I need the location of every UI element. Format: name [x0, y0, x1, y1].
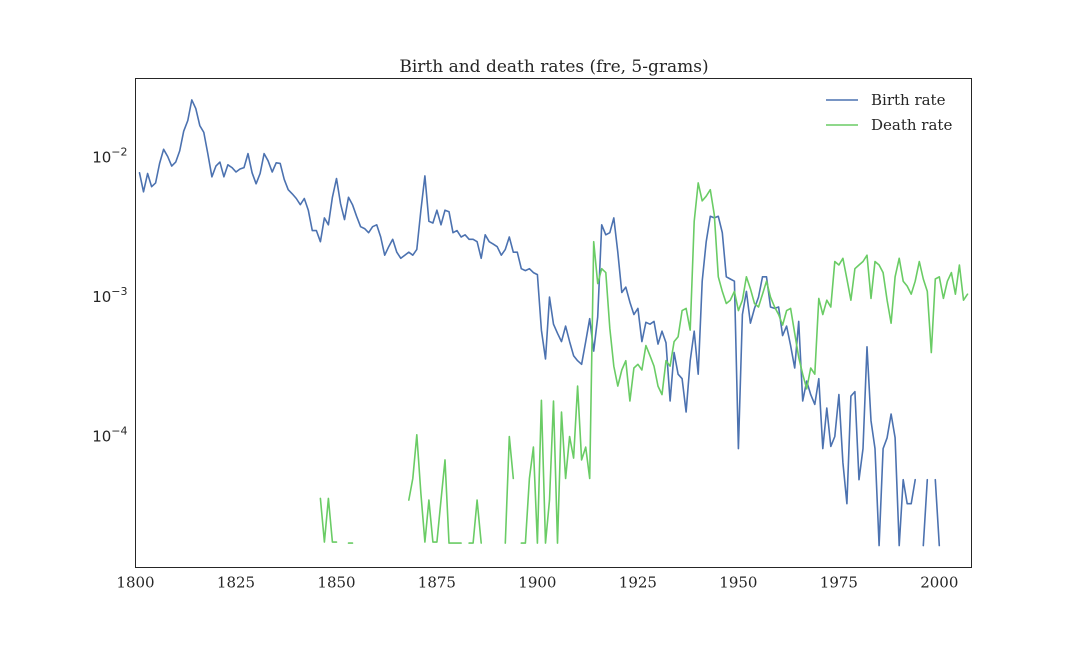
x-tick-label: 1975 — [820, 574, 858, 592]
x-tick-label: 1925 — [619, 574, 657, 592]
y-tick-label: 10−2 — [92, 146, 127, 167]
x-tick-label: 1875 — [418, 574, 456, 592]
x-tick-label: 1825 — [217, 574, 255, 592]
legend: Birth rate Death rate — [826, 91, 952, 134]
legend-label: Death rate — [871, 116, 952, 134]
x-tick-label: 2000 — [920, 574, 958, 592]
x-tick-label: 1950 — [719, 574, 757, 592]
y-tick-label: 10−4 — [92, 425, 127, 446]
series-layer — [138, 99, 969, 547]
series-line-death-rate — [319, 182, 969, 544]
x-tick-label: 1800 — [116, 574, 154, 592]
legend-label: Birth rate — [871, 91, 946, 109]
chart-title: Birth and death rates (fre, 5-grams) — [399, 57, 708, 77]
x-axis-ticks: 1800 1825 1850 1875 1900 1925 1950 1975 2000 — [116, 574, 958, 592]
y-tick-label: 10−3 — [92, 285, 127, 306]
series-line-birth-rate — [138, 99, 941, 547]
y-axis-ticks: 10−4 10−3 10−2 — [92, 146, 127, 446]
plot-frame — [135, 78, 972, 568]
x-tick-label: 1900 — [518, 574, 556, 592]
x-tick-label: 1850 — [317, 574, 355, 592]
